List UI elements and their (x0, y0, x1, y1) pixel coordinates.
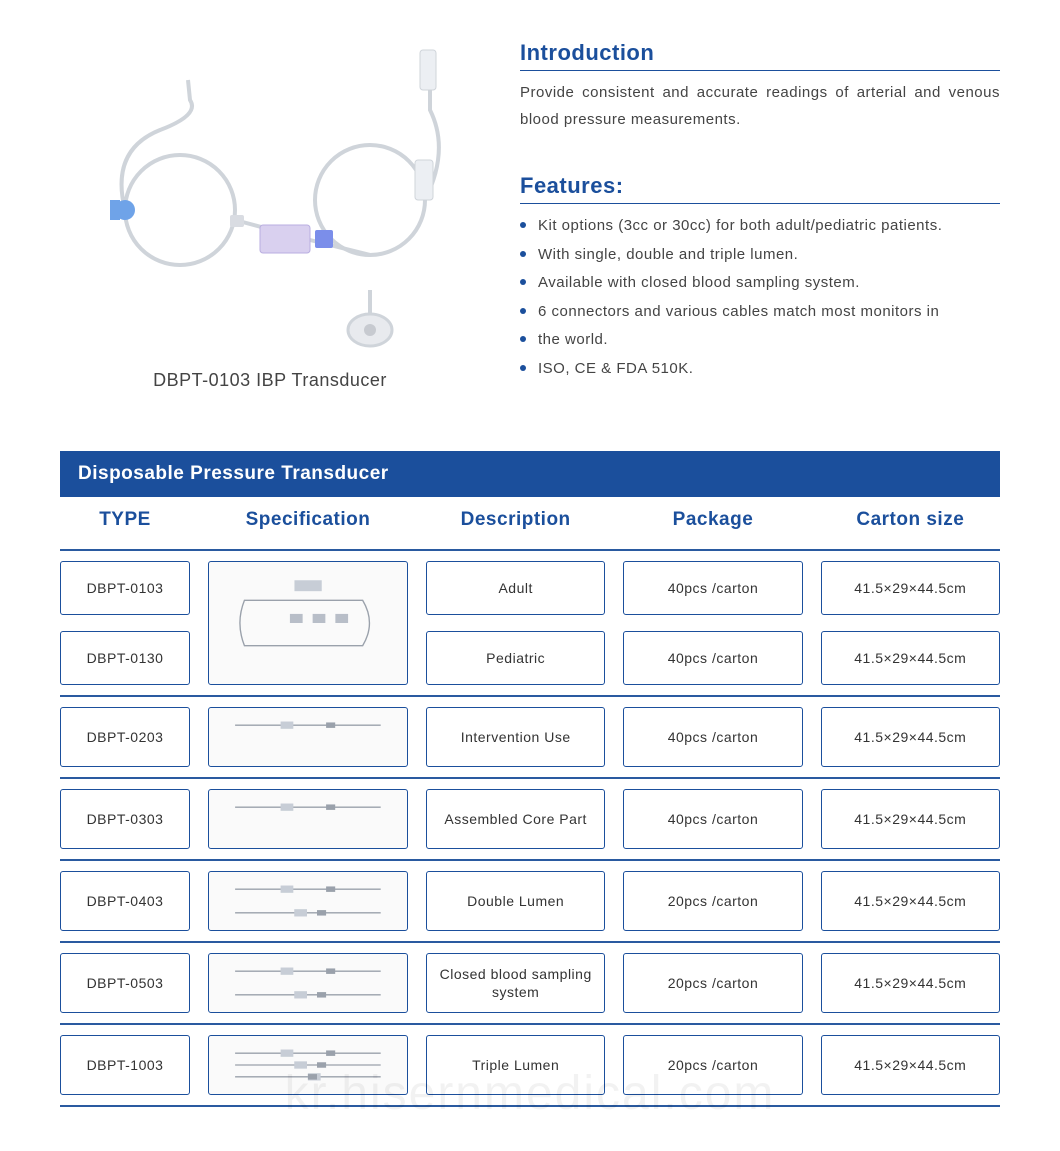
product-image (70, 40, 470, 350)
top-section: DBPT-0103 IBP Transducer Introduction Pr… (60, 40, 1000, 391)
package-cell: 40pcs /carton (623, 789, 802, 849)
specification-diagram (208, 707, 408, 767)
specification-diagram (208, 871, 408, 931)
specification-diagram (208, 561, 408, 685)
table-row: DBPT-0503 Closed blood sampling system 20p… (60, 947, 1000, 1019)
package-cell: 40pcs /carton (623, 707, 802, 767)
type-cell: DBPT-0503 (60, 953, 190, 1013)
row-separator (60, 1023, 1000, 1025)
specification-diagram (208, 953, 408, 1013)
introduction-text: Provide consistent and accurate readings… (520, 79, 1000, 133)
row-separator (60, 777, 1000, 779)
table-row: DBPT-0203 Intervention Use 40pcs /carton 41… (60, 701, 1000, 773)
column-header: Description (426, 509, 605, 531)
row-separator (60, 941, 1000, 943)
table-row-group: DBPT-0103 DBPT-0130 Adult Pediatric 40pcs /c… (60, 555, 1000, 691)
table-row: DBPT-1003 Triple Lumen 20pcs /carton 41.5×2… (60, 1029, 1000, 1101)
type-cell: DBPT-0203 (60, 707, 190, 767)
column-header: Specification (208, 509, 408, 531)
package-cell: 40pcs /carton (623, 631, 802, 685)
description-cell: Pediatric (426, 631, 605, 685)
feature-item: With single, double and triple lumen. (520, 241, 1000, 270)
row-separator (60, 1105, 1000, 1107)
row-separator (60, 695, 1000, 697)
table-headers: TYPE Specification Description Package Carto… (60, 497, 1000, 545)
description-cell: Intervention Use (426, 707, 605, 767)
type-cell: DBPT-0103 (60, 561, 190, 615)
carton-cell: 41.5×29×44.5cm (821, 561, 1000, 615)
info-column: Introduction Provide consistent and accu… (520, 40, 1000, 383)
product-column: DBPT-0103 IBP Transducer (60, 40, 480, 391)
type-cell: DBPT-0303 (60, 789, 190, 849)
carton-cell: 41.5×29×44.5cm (821, 789, 1000, 849)
package-cell: 20pcs /carton (623, 1035, 802, 1095)
table-title-bar: Disposable Pressure Transducer (60, 451, 1000, 497)
features-list: Kit options (3cc or 30cc) for both adult… (520, 212, 1000, 383)
package-cell: 20pcs /carton (623, 871, 802, 931)
column-header: Carton size (821, 509, 1000, 531)
carton-cell: 41.5×29×44.5cm (821, 631, 1000, 685)
carton-cell: 41.5×29×44.5cm (821, 953, 1000, 1013)
package-cell: 40pcs /carton (623, 561, 802, 615)
specification-diagram (208, 1035, 408, 1095)
type-cell: DBPT-0403 (60, 871, 190, 931)
type-cell: DBPT-1003 (60, 1035, 190, 1095)
description-cell: Closed blood sampling system (426, 953, 605, 1013)
description-cell: Double Lumen (426, 871, 605, 931)
introduction-heading: Introduction (520, 40, 1000, 71)
column-header: TYPE (60, 509, 190, 531)
row-separator (60, 549, 1000, 551)
feature-item: ISO, CE & FDA 510K. (520, 355, 1000, 384)
description-cell: Assembled Core Part (426, 789, 605, 849)
row-separator (60, 859, 1000, 861)
features-heading: Features: (520, 173, 1000, 204)
feature-item: Kit options (3cc or 30cc) for both adult… (520, 212, 1000, 241)
table-row: DBPT-0303 Assembled Core Part 40pcs /carto… (60, 783, 1000, 855)
feature-item: 6 connectors and various cables match mo… (520, 298, 1000, 327)
table-row: DBPT-0403 Double Lumen 20pcs /carton 41.5×2… (60, 865, 1000, 937)
column-header: Package (623, 509, 802, 531)
specification-diagram (208, 789, 408, 849)
description-cell: Adult (426, 561, 605, 615)
data-grid: DBPT-0103 DBPT-0130 Adult Pediatric 40pcs /c… (60, 545, 1000, 1111)
package-cell: 20pcs /carton (623, 953, 802, 1013)
feature-item: the world. (520, 326, 1000, 355)
carton-cell: 41.5×29×44.5cm (821, 707, 1000, 767)
type-cell: DBPT-0130 (60, 631, 190, 685)
carton-cell: 41.5×29×44.5cm (821, 871, 1000, 931)
carton-cell: 41.5×29×44.5cm (821, 1035, 1000, 1095)
description-cell: Triple Lumen (426, 1035, 605, 1095)
product-caption: DBPT-0103 IBP Transducer (60, 370, 480, 391)
feature-item: Available with closed blood sampling sys… (520, 269, 1000, 298)
